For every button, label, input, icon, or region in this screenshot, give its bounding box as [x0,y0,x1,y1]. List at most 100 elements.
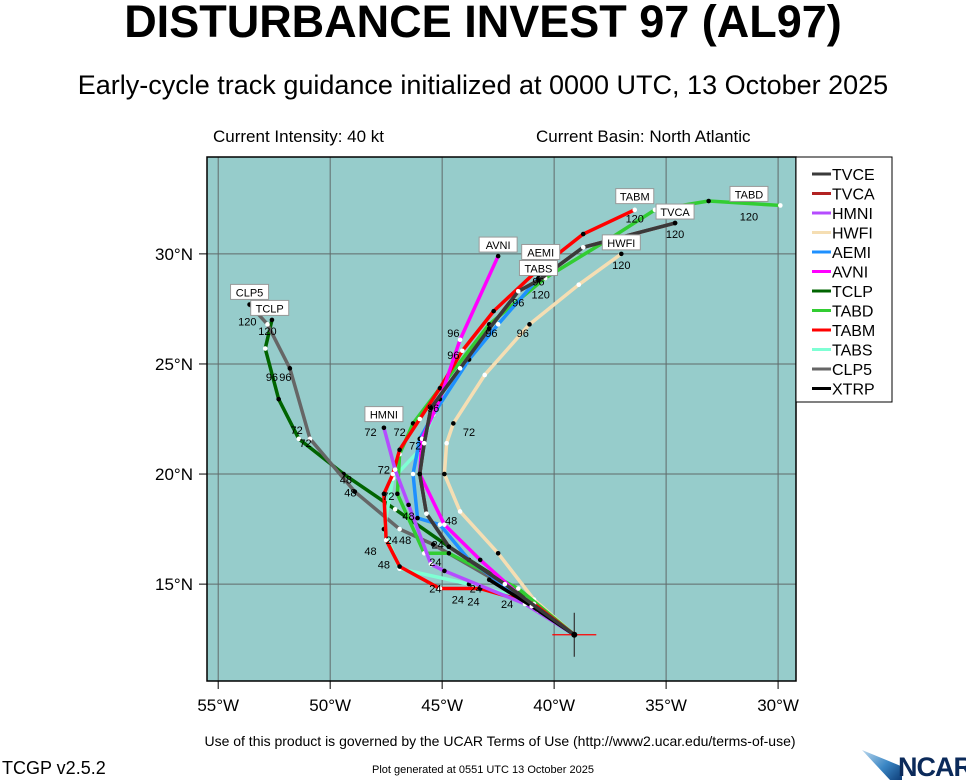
forecast-hour-label-group: 96 [266,372,278,384]
forecast-hour-label-group: 120 [612,260,630,272]
legend-label-aemi: AEMI [832,245,871,262]
forecast-hour-label-group: 24 [432,539,444,551]
y-tick-label: 25°N [155,355,193,374]
forecast-hour-label: 48 [364,546,376,558]
forecast-hour-label-group: 120 [238,316,256,328]
track-point [778,203,783,208]
x-tick-label: 35°W [645,696,687,715]
legend-label-tabm: TABM [832,323,875,340]
legend-label-tabs: TABS [832,343,873,360]
track-point [515,586,521,591]
forecast-hour-label-group: 72 [463,427,475,439]
model-label-group: TABD [729,185,769,202]
forecast-hour-label: 24 [467,597,479,609]
model-label: TABD [735,189,764,201]
x-tick-label: 40°W [533,696,575,715]
track-point [428,405,434,411]
forecast-hour-label-group: 72 [378,465,390,477]
track-point [410,471,416,477]
forecast-hour-label-group: 72 [409,440,421,452]
y-tick-label: 15°N [155,575,193,594]
track-point [417,416,423,422]
forecast-hour-label: 120 [612,260,630,272]
track-tvce [417,220,678,637]
track-point [392,467,398,472]
model-label-group: TVCA [655,203,695,220]
legend: TVCE TVCA HMNI HWFI AEMI AVNI TCLP TABD TABM TABS… [795,156,893,403]
forecast-hour-label-group: 120 [626,214,644,226]
generated-timestamp: Plot generated at 0551 UTC 13 October 20… [372,764,594,776]
legend-label-xtrp: XTRP [832,382,875,399]
forecast-hour-label-group: 96 [512,297,524,309]
model-label-group: AVNI [478,236,518,253]
legend-box [795,156,893,403]
forecast-hour-label: 48 [344,488,356,500]
track-point [406,502,411,508]
forecast-hour-label-group: 72 [299,438,311,450]
forecast-hour-label-group: 96 [427,403,439,415]
track-point [397,447,402,453]
forecast-hour-label-group: 72 [382,491,394,503]
forecast-hour-label-group: 72 [393,427,405,439]
forecast-hour-label: 24 [429,557,441,569]
track-point [486,326,492,332]
track-point [619,251,624,257]
current-basin: Current Basin: North Atlantic [536,127,751,146]
forecast-hour-label-group: 24 [429,557,441,569]
y-tick-label: 30°N [155,245,193,264]
forecast-hour-label: 96 [517,328,529,340]
forecast-hour-label-group: 96 [447,328,459,340]
model-label-box [364,406,404,423]
track-point [276,396,281,402]
page-subtitle: Early-cycle track guidance initialized a… [77,70,889,100]
track-point [269,317,275,323]
forecast-hour-label: 72 [364,427,376,439]
forecast-hour-label: 72 [409,440,421,452]
forecast-hour-label-group: 48 [364,546,376,558]
forecast-hour-label-group: 96 [517,328,529,340]
forecast-hour-label: 120 [258,326,276,338]
track-point [390,471,396,477]
track-point [536,277,541,283]
track-point [495,253,501,259]
forecast-hour-label-group: 24 [386,535,398,547]
track-point [457,366,463,371]
forecast-hour-label-group: 120 [258,326,276,338]
terms-of-use: Use of this product is governed by the U… [204,733,796,749]
model-label: TABS [524,263,552,275]
track-point [672,220,678,226]
forecast-hour-label: 120 [626,214,644,226]
forecast-hour-label-group: 48 [378,559,390,571]
track-point [421,440,427,446]
legend-label-tclp: TCLP [832,284,873,301]
forecast-hour-label: 72 [393,427,405,439]
track-point [262,346,268,351]
track-clp5 [247,302,576,637]
x-tick-label: 45°W [421,696,463,715]
legend-label-tvce: TVCE [832,167,875,184]
forecast-hour-label: 120 [238,316,256,328]
map-frame [206,156,797,682]
track-point [265,322,270,327]
track-point [397,564,402,569]
track-point [706,198,711,204]
track-point [460,348,465,354]
track-point [307,436,313,442]
track-point [381,425,387,431]
forecast-hour-label: 96 [279,372,291,384]
model-label: HWFI [607,238,635,250]
initial-position-point [571,631,578,638]
ncar-logo-text: NCAR [898,752,966,782]
page-title: DISTURBANCE INVEST 97 (AL97) [124,0,842,47]
forecast-hour-label: 72 [382,491,394,503]
legend-label-hwfi: HWFI [832,226,873,243]
track-point [446,551,452,556]
track-point [580,231,586,237]
model-label-group: TABM [615,188,655,205]
forecast-hour-label-group: 120 [666,229,684,241]
forecast-hour-label-group: 96 [279,372,291,384]
model-label: TCLP [256,303,284,315]
track-point [392,506,398,512]
forecast-hour-label-group: 48 [399,535,411,547]
